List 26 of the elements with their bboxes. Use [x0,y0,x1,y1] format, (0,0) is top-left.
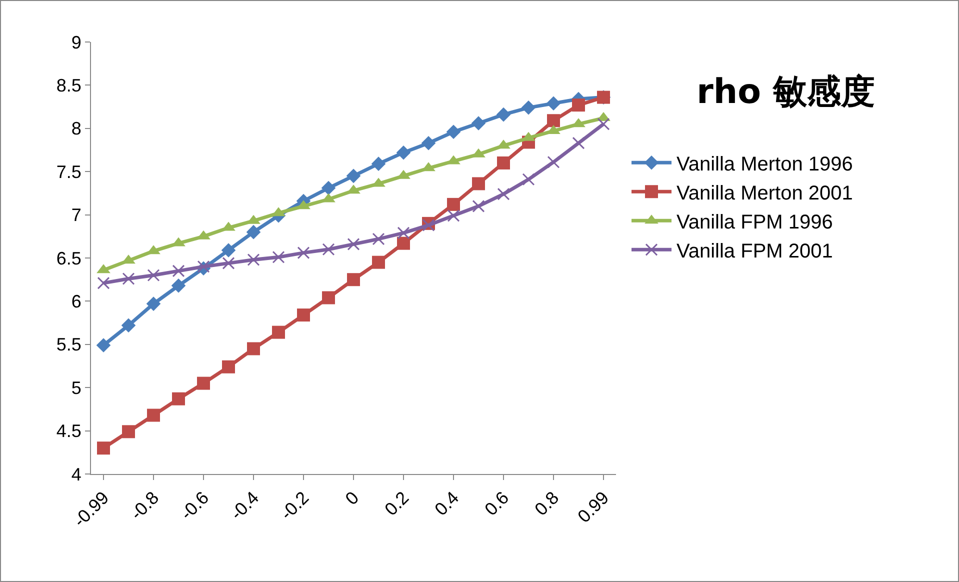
legend-label: Vanilla FPM 2001 [676,240,833,262]
y-tick-label: 5 [71,378,82,398]
legend-label: Vanilla FPM 1996 [676,211,833,234]
y-tick-label: 6 [71,292,82,312]
x-tick-label: 0.99 [574,488,613,527]
y-tick-label: 8.5 [56,76,82,96]
x-tick-label: 0 [341,488,363,509]
x-tick-label: -0.2 [276,488,313,524]
x-tick-label: -0.8 [126,488,163,524]
y-tick-label: 6.5 [56,248,82,268]
x-tick-label: 0.8 [530,488,563,520]
text: rho 敏感度 [696,72,875,112]
y-tick-label: 7.5 [56,162,82,182]
y-tick-label: 4.5 [56,421,82,442]
legend-label: Vanilla Merton 1996 [676,153,853,176]
y-tick-label: 9 [71,32,82,52]
x-tick-label: 0.6 [480,488,513,520]
y-tick-label: 4 [71,464,82,484]
y-tick-label: 5.5 [56,334,82,355]
legend-label: Vanilla Merton 2001 [676,182,853,204]
y-tick-label: 7 [71,205,82,226]
x-tick-label: -0.6 [176,488,213,524]
y-tick-label: 8 [71,118,82,139]
x-tick-label: -0.4 [226,488,263,524]
x-tick-label: 0.4 [430,488,463,520]
x-tick-label: 0.2 [380,488,413,520]
